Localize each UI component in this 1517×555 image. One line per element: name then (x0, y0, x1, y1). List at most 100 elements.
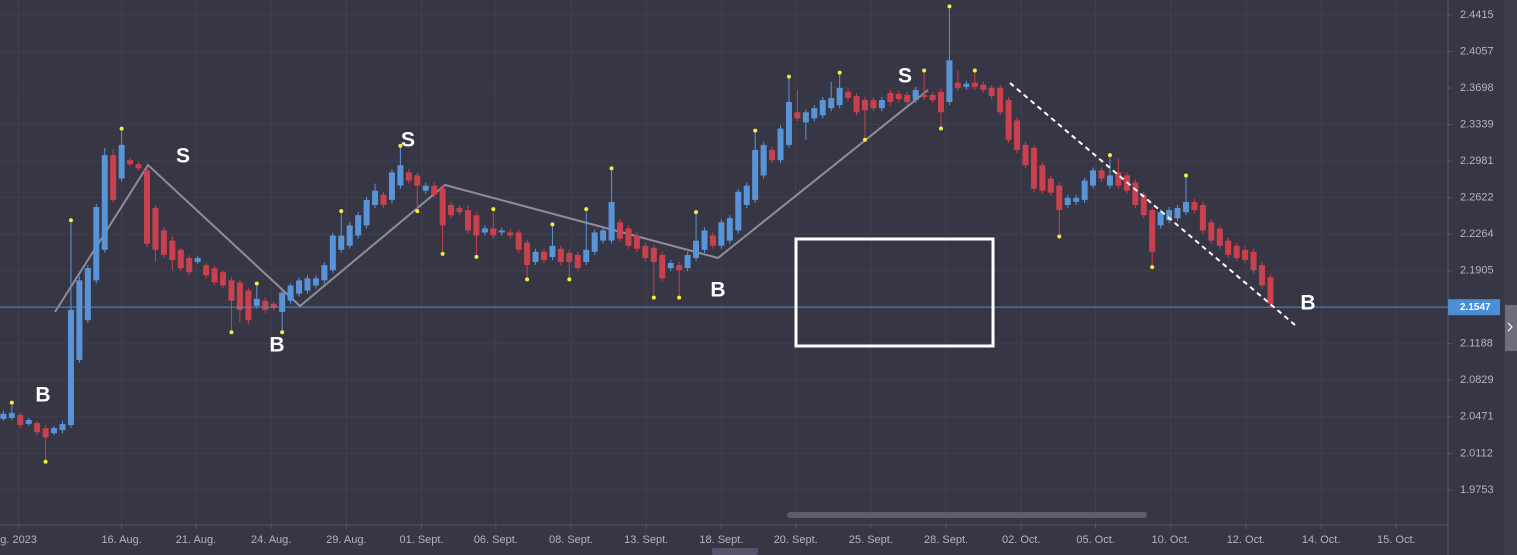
y-tick-label: 2.3698 (1460, 82, 1494, 94)
candle-body (388, 172, 395, 200)
candle-body (726, 218, 733, 241)
x-tick-label: 18. Sept. (699, 534, 743, 546)
x-tick-label: 06. Sept. (474, 534, 518, 546)
fractal-marker (440, 251, 445, 256)
candle-body (1166, 210, 1173, 221)
candle-body (372, 190, 379, 205)
fractal-marker (339, 209, 344, 214)
candle-body (380, 194, 387, 205)
candle-body (160, 230, 167, 255)
candle-body (245, 290, 252, 321)
candle-body (743, 185, 750, 205)
candle-body (253, 298, 260, 306)
candle-body (1115, 172, 1122, 186)
candle-body (101, 155, 108, 250)
candle-body (321, 265, 328, 281)
candle-body (34, 423, 41, 433)
x-tick-label: 02. Oct. (1002, 534, 1041, 546)
candle-body (220, 272, 227, 286)
candle-body (507, 232, 514, 236)
y-tick-label: 2.4057 (1460, 45, 1494, 57)
annotation: B (710, 279, 725, 302)
fractal-marker (609, 166, 614, 171)
candle-body (1191, 201, 1198, 211)
x-tick-label: 10. Oct. (1152, 534, 1191, 546)
fractal-marker (68, 218, 73, 223)
fractal-marker (939, 126, 944, 131)
fractal-marker (947, 4, 952, 9)
candle-body (676, 265, 683, 271)
candle-body (67, 309, 74, 426)
candle-body (296, 280, 303, 294)
candle-body (152, 208, 159, 250)
fractal-marker (677, 295, 682, 300)
candle-body (143, 170, 150, 244)
candle-body (811, 108, 818, 119)
fractal-marker (1107, 153, 1112, 158)
candle-body (1106, 175, 1113, 186)
candle-body (904, 94, 911, 103)
fractal-marker (398, 143, 403, 148)
candle-body (346, 225, 353, 246)
candle-body (1149, 210, 1156, 252)
candle-body (397, 165, 404, 186)
candle-body (270, 303, 277, 308)
candle-body (946, 60, 953, 103)
x-tick-label: 14. Oct. (1302, 534, 1341, 546)
candle-body (1064, 197, 1071, 205)
candle-body (405, 172, 412, 181)
candle-body (169, 240, 176, 261)
side-panel (1504, 0, 1517, 555)
fractal-marker (229, 330, 234, 335)
candle-body (17, 414, 24, 426)
x-tick-label: 12. Oct. (1227, 534, 1266, 546)
y-tick-label: 2.1188 (1460, 338, 1493, 350)
candle-body (127, 160, 134, 165)
candle-body (1259, 265, 1266, 286)
candle-body (84, 268, 91, 321)
candle-body (431, 185, 438, 195)
candle-body (1208, 222, 1215, 241)
candle-body (532, 251, 539, 263)
candle-body (524, 242, 531, 266)
candle-body (802, 112, 809, 123)
fractal-marker (694, 210, 699, 215)
candle-body (304, 278, 311, 291)
candle-body (642, 245, 649, 258)
candle-body (1005, 100, 1012, 140)
candle-body (211, 268, 218, 283)
candle-body (422, 185, 429, 191)
fractal-marker (525, 277, 530, 282)
scroll-tab[interactable] (712, 548, 758, 555)
candle-body (312, 278, 319, 286)
candle-body (549, 245, 556, 257)
x-tick-label: 24. Aug. (251, 534, 291, 546)
y-tick-label: 2.0471 (1460, 411, 1494, 423)
scrollbar[interactable] (787, 512, 1147, 518)
candle-body (287, 285, 294, 301)
fractal-marker (922, 68, 927, 73)
y-tick-label: 2.2264 (1460, 228, 1494, 240)
candle-body (836, 87, 843, 106)
candle-body (861, 100, 868, 111)
candle-body (236, 282, 243, 310)
candle-body (0, 413, 7, 419)
candle-body (828, 98, 835, 109)
candle-body (1140, 194, 1147, 216)
candle-body (777, 128, 784, 161)
candle-body (25, 419, 32, 425)
annotation: B (35, 384, 50, 407)
candle-body (760, 144, 767, 176)
candle-body (1250, 251, 1257, 271)
candle-body (574, 254, 581, 269)
candle-body (566, 252, 573, 263)
candle-body (591, 232, 598, 252)
candle-body (1081, 180, 1088, 200)
candle-body (954, 82, 961, 88)
candle-body (355, 215, 362, 236)
candle-body (921, 94, 928, 97)
candle-body (498, 230, 505, 233)
annotation: S (176, 145, 190, 168)
